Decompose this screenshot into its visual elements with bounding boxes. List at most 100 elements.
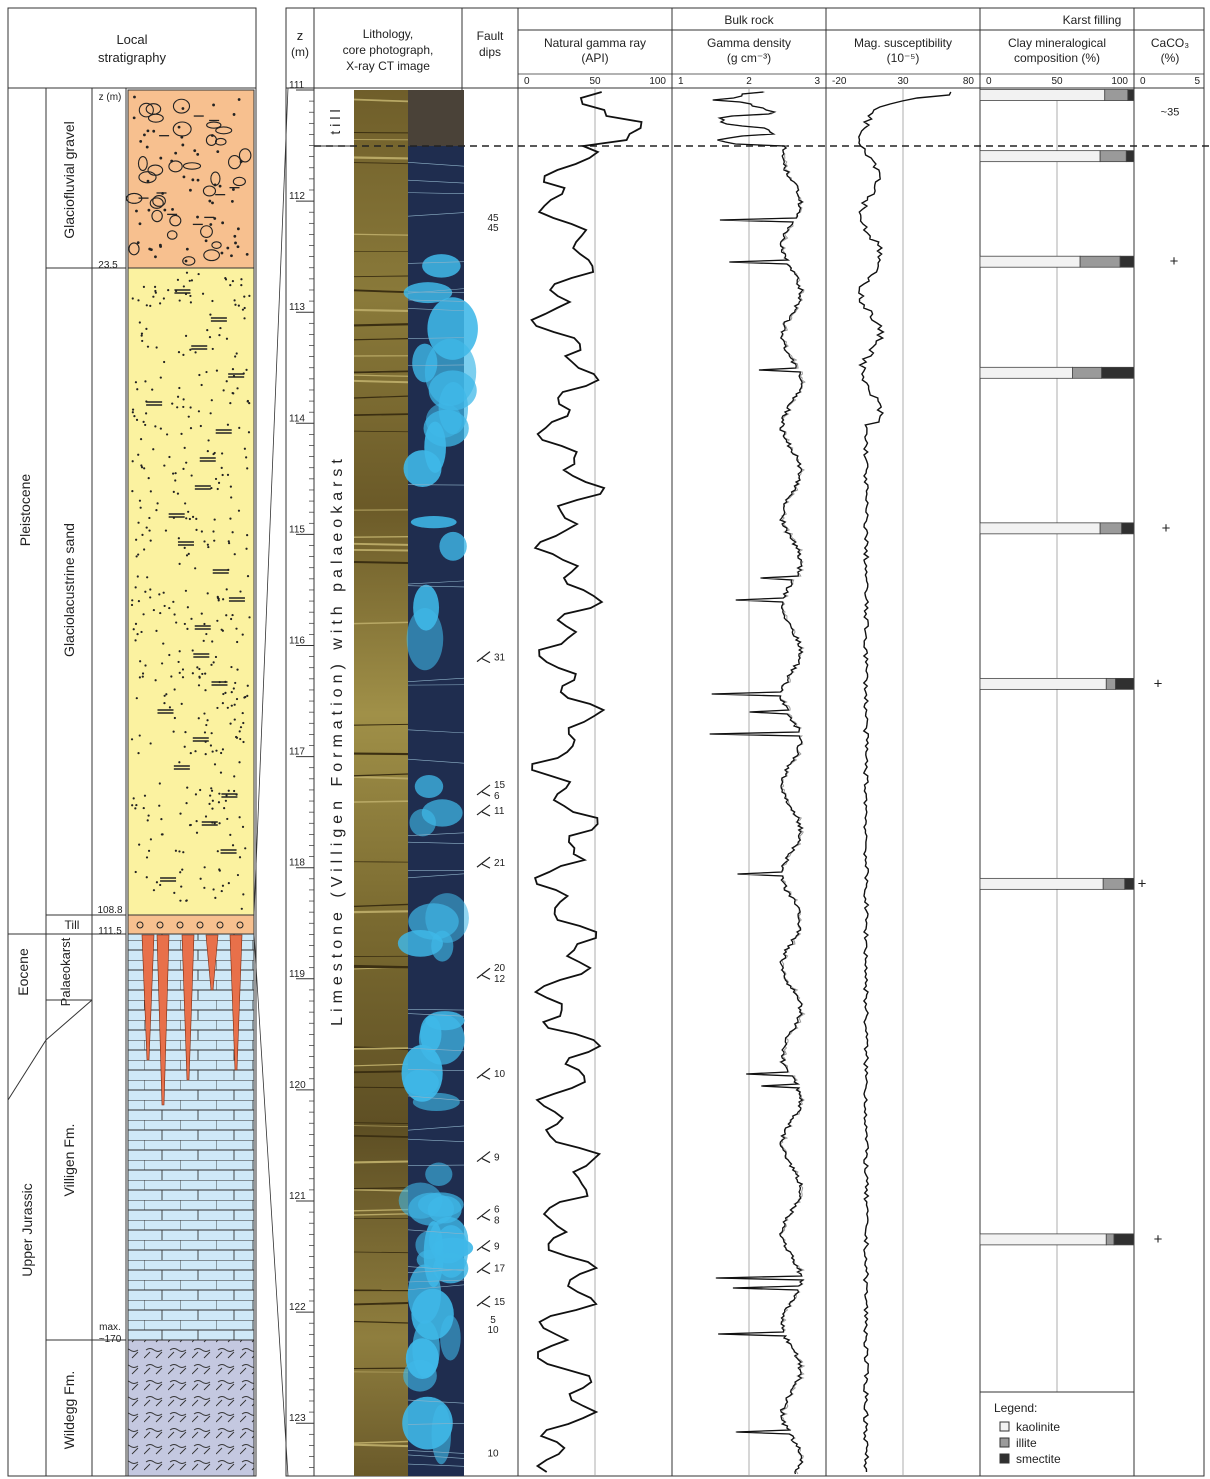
karst-header: Karst filling (1063, 13, 1122, 27)
depth-tick-label: 111 (289, 80, 305, 91)
sand-grain (189, 294, 192, 298)
sand-grain (152, 889, 156, 892)
grain (234, 241, 237, 245)
unit-villigen: Villigen Fm. (61, 1124, 77, 1197)
sand-grain (159, 611, 162, 615)
gd-tick: 2 (746, 76, 752, 87)
ct-void (421, 799, 463, 827)
sand-grain (178, 299, 181, 302)
clay-tick: 0 (986, 76, 992, 87)
sand-grain (237, 509, 241, 512)
era-pleistocene: Pleistocene (17, 474, 33, 547)
sand-grain (142, 613, 145, 616)
core-fracture (353, 1125, 409, 1127)
sand-grain (183, 622, 186, 626)
strat-subtitle: stratigraphy (98, 50, 166, 65)
till-pebble (216, 921, 224, 929)
fault-dip-value: 6 (494, 1204, 500, 1215)
ct-void (425, 1162, 453, 1186)
sand-grain (246, 575, 250, 578)
sand-grain (163, 360, 166, 364)
fault-dip-value: 45 (487, 213, 499, 224)
sand-grain (154, 679, 157, 682)
sand-grain (221, 702, 224, 705)
grain (149, 248, 153, 252)
fault-dip-value: 11 (494, 806, 505, 817)
core-fracture (353, 338, 409, 341)
grain (138, 222, 142, 226)
ct-fracture (407, 729, 465, 734)
ct-void (410, 515, 457, 529)
panel-frame (285, 7, 1205, 1477)
ct-void (403, 450, 442, 488)
sand-grain (145, 412, 148, 415)
core-fracture (353, 560, 409, 565)
ms-tick: 30 (897, 76, 909, 87)
legend-swatch (999, 1453, 1010, 1464)
caco3-value: + (1154, 1231, 1163, 1248)
grain (196, 178, 200, 182)
sand-grain (221, 748, 225, 751)
lith-header: Lithology, (363, 27, 413, 41)
sand-grain (149, 490, 152, 493)
sand-grain (231, 531, 234, 534)
core-fracture (353, 162, 409, 165)
grain (147, 208, 151, 212)
sand-grain (189, 406, 192, 409)
sand-grain (173, 891, 176, 894)
sand-grain (225, 380, 228, 383)
sand-grain (221, 629, 224, 632)
sand-grain (215, 369, 219, 372)
gr-tick: 0 (524, 76, 530, 87)
sand-grain (146, 819, 149, 822)
pebble (166, 230, 178, 240)
sand-grain (210, 663, 213, 666)
sand-grain (205, 632, 208, 636)
core-fracture (353, 395, 409, 399)
sand-grain (233, 553, 236, 556)
depth-label: 23.5 (98, 260, 118, 271)
kaolinite-bar (979, 255, 1081, 268)
sand-grain (246, 467, 249, 470)
sand-grain (232, 687, 235, 690)
sand-grain (163, 702, 166, 705)
sand-grain (149, 304, 152, 307)
core-fracture (353, 289, 409, 294)
sand-grain (217, 599, 220, 602)
core-fracture (353, 379, 409, 384)
clay-unit: composition (%) (1014, 51, 1100, 65)
sand-grain (212, 888, 215, 891)
legend-title: Legend: (994, 1401, 1037, 1415)
sand-grain (229, 485, 232, 488)
sand-grain (243, 317, 246, 320)
sand-grain (168, 653, 171, 657)
core-fracture (353, 430, 409, 433)
ct-void (408, 903, 459, 940)
kaolinite-bar (979, 877, 1104, 890)
sand-grain (146, 345, 150, 348)
sand-grain (176, 492, 180, 495)
unit-glaciolacustrine-sand: Glaciolacustrine sand (61, 523, 77, 657)
sand-grain (154, 291, 157, 294)
sand-grain (221, 473, 224, 477)
sand-grain (145, 327, 148, 331)
depth-tick-label: 112 (289, 191, 305, 202)
fault-dip-symbol (476, 856, 491, 869)
sand-grain (195, 819, 198, 823)
fault-symbol (476, 967, 491, 980)
grain (139, 139, 143, 143)
sand-grain (155, 509, 158, 512)
core-fracture (353, 413, 409, 416)
smectite-bar (1101, 366, 1135, 379)
sand-grain (176, 406, 179, 409)
sand-grain (138, 843, 141, 846)
core-fracture (353, 910, 409, 914)
ct-void (406, 608, 444, 671)
sand-grain (180, 432, 183, 435)
ct-void (402, 1396, 453, 1450)
sand-grain (204, 753, 207, 756)
sand-grain (243, 295, 246, 298)
sand-grain (134, 870, 137, 874)
sand-grain (163, 464, 166, 467)
grain (191, 178, 195, 182)
